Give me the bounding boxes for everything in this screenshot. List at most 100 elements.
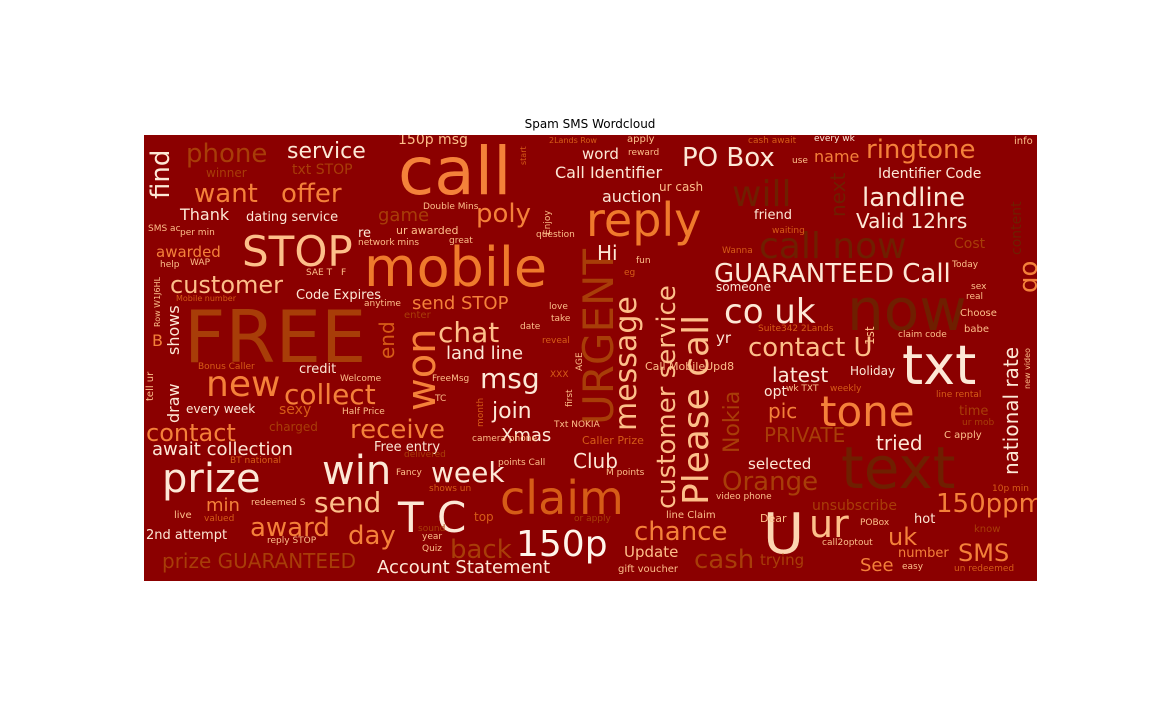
word: next xyxy=(826,172,850,217)
word: 150ppm xyxy=(936,489,1037,519)
word: ringtone xyxy=(866,135,976,165)
word: easy xyxy=(902,562,924,572)
word: Nokia xyxy=(720,390,745,453)
word: time xyxy=(959,404,989,419)
word: XXX xyxy=(550,370,569,380)
word: shows xyxy=(164,305,183,355)
word: new xyxy=(206,364,281,405)
word: video phone xyxy=(716,492,772,502)
word: cash await xyxy=(748,136,797,146)
word: Txt NOKIA xyxy=(554,420,600,430)
word: line rental xyxy=(936,390,982,400)
word: txt xyxy=(902,334,977,397)
word: ur mob xyxy=(962,418,995,428)
word: take xyxy=(551,314,571,324)
word: await collection xyxy=(152,439,293,460)
word: friend xyxy=(754,208,793,223)
word: go xyxy=(1014,260,1037,293)
word: SMS ac xyxy=(148,224,181,234)
word: 150p msg xyxy=(398,135,468,148)
word: reward xyxy=(628,148,660,158)
word: SAE T xyxy=(306,268,333,278)
word: txt STOP xyxy=(292,162,353,178)
word: send STOP xyxy=(412,293,509,314)
word: first xyxy=(565,389,575,407)
word: Bonus Caller xyxy=(198,362,255,372)
word: Mobile number xyxy=(176,294,237,303)
word: M points xyxy=(606,468,645,478)
word: fun xyxy=(636,256,651,266)
word: land line xyxy=(446,343,524,364)
word: contact xyxy=(146,419,236,447)
word: call now xyxy=(759,226,907,267)
word: C apply xyxy=(944,430,982,441)
word: phone xyxy=(186,139,268,169)
word: info xyxy=(1014,136,1033,147)
word: number xyxy=(898,546,949,561)
word: someone xyxy=(716,280,771,294)
word: Update xyxy=(624,543,679,561)
word: want xyxy=(194,179,258,209)
word: 150p xyxy=(516,524,608,565)
word: Call Identifier xyxy=(555,163,663,182)
word: year xyxy=(422,532,443,542)
word: PO Box xyxy=(682,143,775,173)
word: Quiz xyxy=(422,544,443,554)
word: points Call xyxy=(498,458,546,468)
word: Today xyxy=(952,260,979,270)
word: yr xyxy=(716,329,732,347)
word: co uk xyxy=(724,292,816,332)
word: real xyxy=(966,292,984,302)
word: cash xyxy=(694,545,755,575)
word: sexy xyxy=(279,402,312,418)
word: dating service xyxy=(246,210,339,225)
word: AGE xyxy=(575,352,585,371)
word: now xyxy=(847,276,967,344)
word: ur xyxy=(809,502,849,546)
word: every wk xyxy=(814,135,855,144)
word: prize xyxy=(162,456,261,502)
word: Double Mins xyxy=(423,202,479,212)
word: back xyxy=(450,535,512,565)
word: pic xyxy=(768,399,798,423)
word: name xyxy=(814,147,860,166)
word: draw xyxy=(164,383,183,423)
word: PRIVATE xyxy=(764,423,846,447)
word: contact U xyxy=(748,333,873,363)
word: help xyxy=(160,260,180,270)
word: Thank xyxy=(180,205,230,224)
word: eg xyxy=(624,268,636,278)
word: find xyxy=(146,149,176,199)
word: awarded xyxy=(156,243,221,261)
word: latest xyxy=(772,363,829,387)
word: Caller Prize xyxy=(582,434,644,447)
word: Xmas xyxy=(501,425,552,446)
word: reply STOP xyxy=(267,536,317,546)
word: start xyxy=(519,146,528,165)
word: apply xyxy=(627,135,655,145)
word: tried xyxy=(876,431,923,455)
word: prize GUARANTEED xyxy=(162,549,357,573)
word: send xyxy=(314,486,382,519)
word: re xyxy=(358,226,372,241)
word: 2Lands Row xyxy=(549,136,597,145)
word: question xyxy=(536,230,575,240)
word: love xyxy=(549,302,568,312)
word: offer xyxy=(281,179,342,209)
word: use xyxy=(792,156,808,166)
word: receive xyxy=(350,415,446,445)
word: or apply xyxy=(574,514,611,524)
word: Wanna xyxy=(722,246,753,256)
word: hot xyxy=(914,512,936,527)
word: landline xyxy=(862,183,966,213)
word: winner xyxy=(206,166,247,180)
word: 2nd attempt xyxy=(146,528,228,543)
word: selected xyxy=(748,455,812,473)
word: Dear xyxy=(760,512,787,525)
word: Fancy xyxy=(396,468,422,478)
word: auction xyxy=(602,187,662,206)
word: msg xyxy=(480,362,540,395)
word: call xyxy=(398,135,512,210)
word: Please call xyxy=(676,314,717,505)
word: customer service xyxy=(652,285,682,509)
